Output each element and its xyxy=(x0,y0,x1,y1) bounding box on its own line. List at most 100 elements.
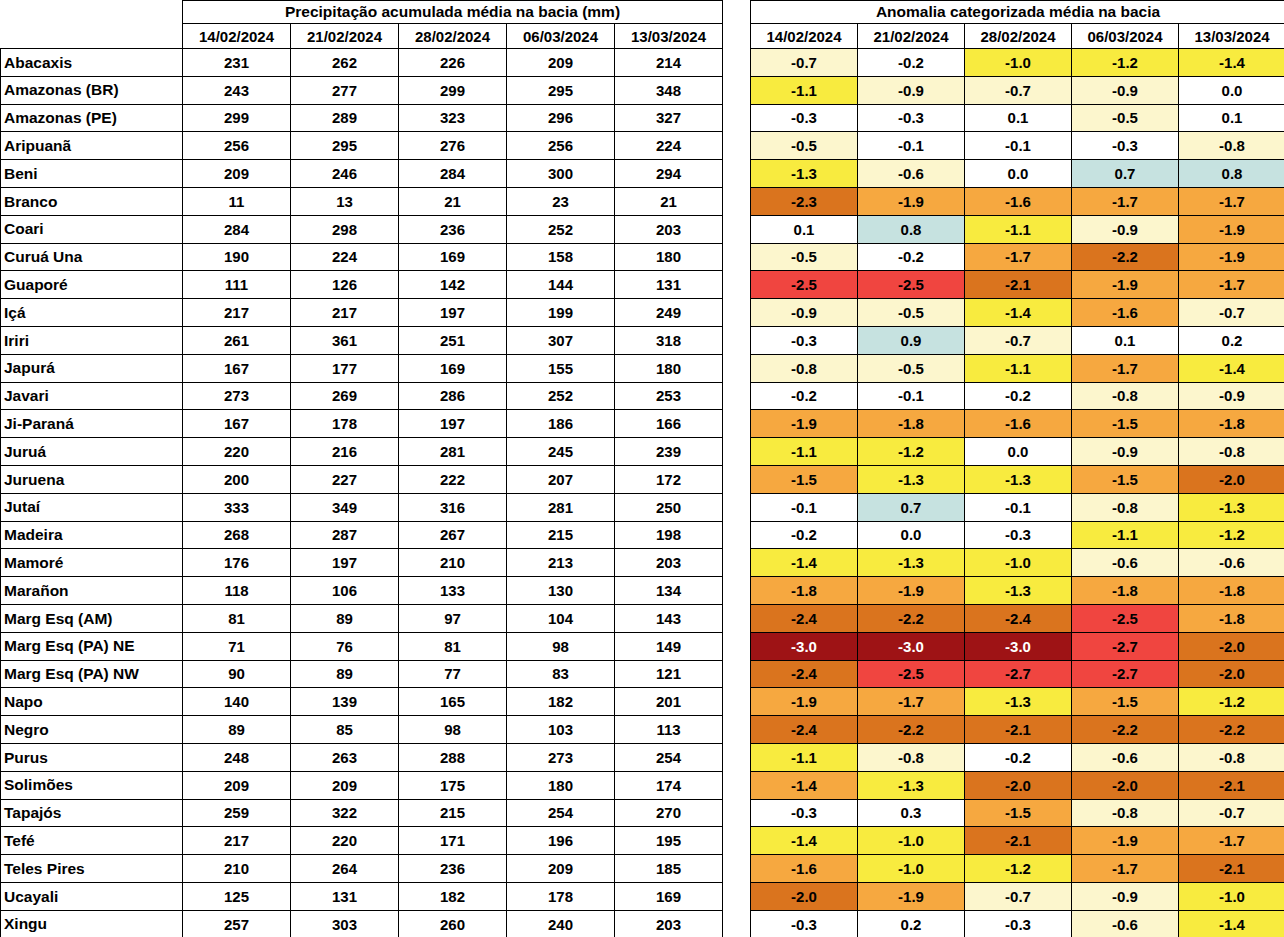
anomaly-cell: -2.0 xyxy=(965,771,1072,799)
precip-cell: 222 xyxy=(399,465,507,493)
basin-label: Amazonas (PE) xyxy=(1,104,183,132)
anomaly-cell: -1.9 xyxy=(1072,827,1179,855)
precip-cell: 226 xyxy=(399,49,507,77)
anomaly-cell: 0.2 xyxy=(1179,326,1284,354)
anomaly-cell: -1.2 xyxy=(1179,688,1284,716)
precip-cell: 197 xyxy=(291,549,399,577)
anomaly-row: -2.4-2.2-2.1-2.2-2.2 xyxy=(751,716,1284,744)
precip-cell: 303 xyxy=(291,910,399,937)
precip-table-title: Precipitação acumulada média na bacia (m… xyxy=(183,1,723,24)
anomaly-row: -0.7-0.2-1.0-1.2-1.4 xyxy=(751,49,1284,77)
precip-cell: 176 xyxy=(183,549,291,577)
anomaly-cell: -0.7 xyxy=(751,49,858,77)
precip-body: Abacaxis231262226209214Amazonas (BR)2432… xyxy=(1,49,723,937)
anomaly-cell: -1.3 xyxy=(858,771,965,799)
anomaly-cell: -0.8 xyxy=(1179,743,1284,771)
precip-cell: 76 xyxy=(291,632,399,660)
anomaly-cell: 0.0 xyxy=(1179,76,1284,104)
precip-cell: 203 xyxy=(615,549,723,577)
anomaly-cell: 0.7 xyxy=(858,493,965,521)
anomaly-row: -3.0-3.0-3.0-2.7-2.0 xyxy=(751,632,1284,660)
anomaly-cell: -0.5 xyxy=(858,299,965,327)
precip-cell: 195 xyxy=(615,827,723,855)
precip-cell: 23 xyxy=(507,187,615,215)
anomaly-cell: -0.6 xyxy=(858,160,965,188)
precip-cell: 104 xyxy=(507,604,615,632)
anomaly-cell: -1.4 xyxy=(751,549,858,577)
precip-row: Javari273269286252253 xyxy=(1,382,723,410)
anomaly-cell: -1.1 xyxy=(751,76,858,104)
precip-cell: 126 xyxy=(291,271,399,299)
precip-cell: 203 xyxy=(615,910,723,937)
anomaly-cell: -3.0 xyxy=(965,632,1072,660)
precip-cell: 118 xyxy=(183,577,291,605)
date-header: 06/03/2024 xyxy=(507,24,615,49)
precip-cell: 261 xyxy=(183,326,291,354)
precip-cell: 327 xyxy=(615,104,723,132)
basin-label: Curuá Una xyxy=(1,243,183,271)
date-header: 14/02/2024 xyxy=(183,24,291,49)
anomaly-cell: -1.4 xyxy=(1179,910,1284,937)
anomaly-cell: -2.4 xyxy=(751,660,858,688)
precip-cell: 281 xyxy=(507,493,615,521)
anomaly-cell: -0.6 xyxy=(1072,743,1179,771)
precip-cell: 125 xyxy=(183,882,291,910)
precip-row: Mamoré176197210213203 xyxy=(1,549,723,577)
precip-cell: 256 xyxy=(507,132,615,160)
precip-cell: 13 xyxy=(291,187,399,215)
precip-cell: 121 xyxy=(615,660,723,688)
precip-cell: 243 xyxy=(183,76,291,104)
anomaly-cell: -2.1 xyxy=(1179,771,1284,799)
precip-cell: 215 xyxy=(399,799,507,827)
anomaly-cell: -1.1 xyxy=(965,215,1072,243)
precip-cell: 97 xyxy=(399,604,507,632)
precip-row: Amazonas (BR)243277299295348 xyxy=(1,76,723,104)
anomaly-cell: -0.2 xyxy=(965,743,1072,771)
precip-row: Aripuanã256295276256224 xyxy=(1,132,723,160)
anomaly-cell: 0.0 xyxy=(858,521,965,549)
precip-cell: 81 xyxy=(399,632,507,660)
anomaly-cell: -0.5 xyxy=(1072,104,1179,132)
precip-cell: 239 xyxy=(615,438,723,466)
anomaly-cell: -0.3 xyxy=(965,910,1072,937)
anomaly-row: -1.4-1.0-2.1-1.9-1.7 xyxy=(751,827,1284,855)
anomaly-row: -0.10.7-0.1-0.8-1.3 xyxy=(751,493,1284,521)
precip-cell: 210 xyxy=(399,549,507,577)
anomaly-cell: -2.2 xyxy=(858,604,965,632)
anomaly-cell: -1.2 xyxy=(1179,521,1284,549)
precip-cell: 177 xyxy=(291,354,399,382)
anomaly-cell: 0.9 xyxy=(858,326,965,354)
anomaly-cell: -1.0 xyxy=(1179,882,1284,910)
anomaly-cell: -1.7 xyxy=(1179,187,1284,215)
precip-cell: 236 xyxy=(399,855,507,883)
anomaly-cell: -1.7 xyxy=(1072,855,1179,883)
precip-cell: 169 xyxy=(615,882,723,910)
precip-row: Ji-Paraná167178197186166 xyxy=(1,410,723,438)
precip-row: Negro898598103113 xyxy=(1,716,723,744)
anomaly-row: -2.4-2.5-2.7-2.7-2.0 xyxy=(751,660,1284,688)
basin-label: Abacaxis xyxy=(1,49,183,77)
anomaly-row: -0.20.0-0.3-1.1-1.2 xyxy=(751,521,1284,549)
anomaly-cell: -2.2 xyxy=(858,716,965,744)
anomaly-cell: -2.7 xyxy=(1072,632,1179,660)
anomaly-cell: -1.7 xyxy=(1179,271,1284,299)
precip-cell: 144 xyxy=(507,271,615,299)
precip-cell: 180 xyxy=(615,243,723,271)
anomaly-cell: -0.5 xyxy=(751,243,858,271)
anomaly-cell: -0.3 xyxy=(751,104,858,132)
anomaly-cell: -1.0 xyxy=(858,855,965,883)
basin-label: Purus xyxy=(1,743,183,771)
anomaly-row: -0.8-0.5-1.1-1.7-1.4 xyxy=(751,354,1284,382)
anomaly-row: -2.3-1.9-1.6-1.7-1.7 xyxy=(751,187,1284,215)
anomaly-cell: -0.7 xyxy=(965,882,1072,910)
precip-cell: 273 xyxy=(183,382,291,410)
anomaly-cell: -1.4 xyxy=(1179,49,1284,77)
precip-row: Marañon118106133130134 xyxy=(1,577,723,605)
anomaly-cell: -2.7 xyxy=(1072,660,1179,688)
precip-cell: 140 xyxy=(183,688,291,716)
anomaly-cell: -1.5 xyxy=(1072,465,1179,493)
anomaly-date-row: 14/02/202421/02/202428/02/202406/03/2024… xyxy=(751,24,1284,49)
precip-cell: 323 xyxy=(399,104,507,132)
precip-cell: 130 xyxy=(507,577,615,605)
basin-label: Guaporé xyxy=(1,271,183,299)
